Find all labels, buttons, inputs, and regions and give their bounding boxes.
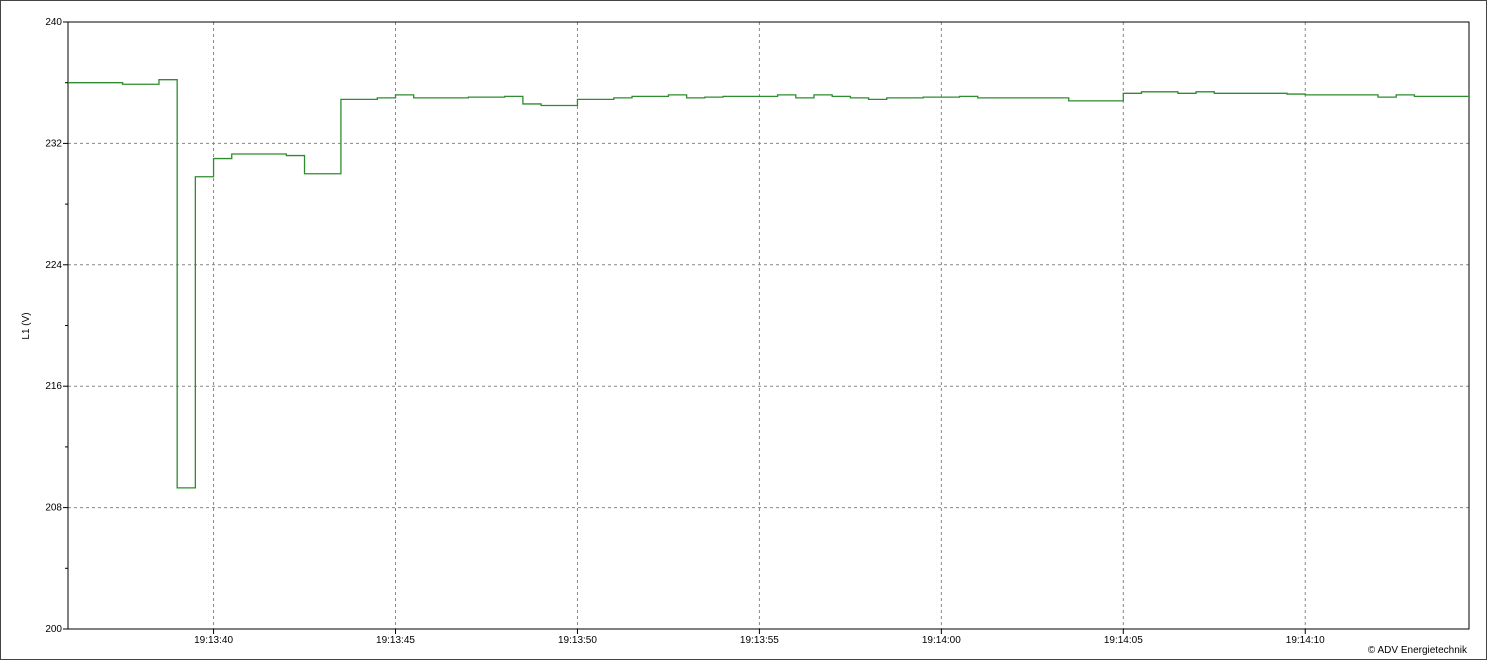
y-tick-label: 200 xyxy=(45,624,62,635)
x-tick-label: 19:14:05 xyxy=(1104,635,1143,646)
y-axis-label: L1 (V) xyxy=(21,312,32,339)
copyright-annotation: © ADV Energietechnik xyxy=(1368,645,1468,656)
y-tick-label: 216 xyxy=(45,381,62,392)
plot-frame xyxy=(67,21,1470,630)
x-tick-label: 19:13:50 xyxy=(558,635,597,646)
x-tick-label: 19:14:00 xyxy=(922,635,961,646)
y-tick-label: 208 xyxy=(45,503,62,514)
x-tick-label: 19:14:10 xyxy=(1286,635,1325,646)
y-tick-label: 232 xyxy=(45,138,62,149)
y-tick-label: 224 xyxy=(45,260,62,271)
axes: 200 208 216 224 232 240 19:13:40 19:13:45 19:13:… xyxy=(45,17,1470,646)
x-tick-label: 19:13:40 xyxy=(194,635,233,646)
series-line-l1 xyxy=(68,79,1469,489)
x-tick-label: 19:13:55 xyxy=(740,635,779,646)
x-tick-label: 19:13:45 xyxy=(376,635,415,646)
grid xyxy=(68,22,1469,629)
y-tick-label: 240 xyxy=(45,17,62,28)
